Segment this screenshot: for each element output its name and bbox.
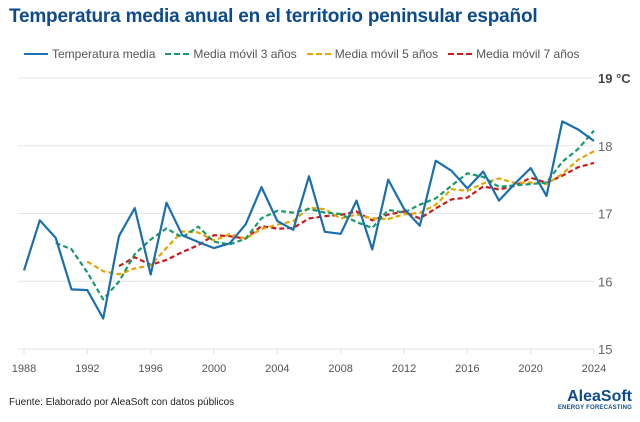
legend-label: Media móvil 7 años <box>476 47 580 61</box>
legend-swatch <box>448 53 473 55</box>
series-line-media-movil-3 <box>55 129 595 301</box>
x-tick-label: 2000 <box>202 363 226 375</box>
chart-title: Temperatura media anual en el territorio… <box>9 6 538 27</box>
legend-item: Temperatura media <box>24 47 155 61</box>
y-tick-label: 15 <box>598 342 612 357</box>
x-tick-label: 1992 <box>75 363 99 375</box>
x-tick-label: 2016 <box>455 363 479 375</box>
legend-item: Media móvil 5 años <box>306 47 439 61</box>
legend-swatch <box>165 53 190 55</box>
legend-label: Media móvil 3 años <box>193 47 297 61</box>
legend-item: Media móvil 3 años <box>165 47 297 61</box>
y-tick-label: 19 °C <box>598 71 631 86</box>
x-tick-label: 2024 <box>582 363 606 375</box>
x-tick-label: 1996 <box>138 363 162 375</box>
legend-swatch <box>24 53 48 55</box>
logo-name: AleaSoft <box>567 388 632 405</box>
legend-label: Temperatura media <box>52 47 156 61</box>
legend-item: Media móvil 7 años <box>448 47 580 61</box>
x-tick-label: 2004 <box>265 363 289 375</box>
series-line-media-movil-7 <box>118 161 595 268</box>
legend: Temperatura media Media móvil 3 años Med… <box>24 47 580 61</box>
legend-label: Media móvil 5 años <box>334 47 439 61</box>
x-tick-label: 2012 <box>392 363 416 375</box>
series-line-media-movil-5 <box>86 150 595 276</box>
legend-swatch <box>306 53 331 55</box>
y-tick-label: 18 <box>598 139 612 154</box>
source-note: Fuente: Elaborado por AleaSoft con datos… <box>9 397 235 408</box>
x-tick-label: 2008 <box>328 363 352 375</box>
logo-tagline: ENERGY FORECASTING <box>557 405 632 411</box>
y-tick-label: 16 <box>598 274 612 289</box>
series-line-temperatura-media <box>22 120 595 320</box>
y-tick-label: 17 <box>598 207 612 222</box>
aleasoft-logo: AleaSoft ENERGY FORECASTING <box>558 389 632 412</box>
x-tick-label: 1988 <box>12 363 36 375</box>
x-tick-label: 2020 <box>518 363 542 375</box>
